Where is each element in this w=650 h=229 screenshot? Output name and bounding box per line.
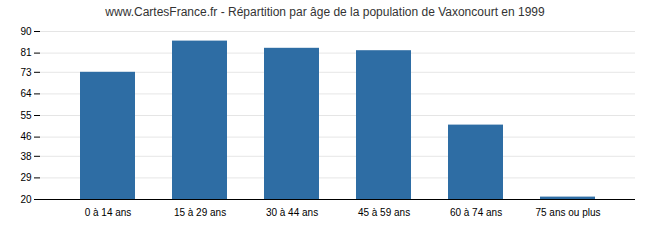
svg-text:30 à 44 ans: 30 à 44 ans	[266, 207, 318, 218]
svg-text:75 ans ou plus: 75 ans ou plus	[535, 207, 600, 218]
html-text:www.CartesFrance.fr - Répartit: www.CartesFrance.fr - Répartition par âg…	[105, 5, 545, 19]
svg-text:81: 81	[20, 47, 32, 58]
svg-text:15 à 29 ans: 15 à 29 ans	[174, 207, 226, 218]
svg-text:20: 20	[20, 194, 32, 205]
svg-text:55: 55	[20, 110, 32, 121]
svg-text:45 à 59 ans: 45 à 59 ans	[358, 207, 410, 218]
svg-text:38: 38	[20, 151, 32, 162]
svg-text:64: 64	[20, 88, 32, 99]
svg-text:46: 46	[20, 131, 32, 142]
svg-text:73: 73	[20, 67, 32, 78]
svg-text:29: 29	[20, 172, 32, 183]
svg-text:90: 90	[20, 26, 32, 37]
svg-text:0 à 14 ans: 0 à 14 ans	[85, 207, 132, 218]
svg-text:60 à 74 ans: 60 à 74 ans	[450, 207, 502, 218]
